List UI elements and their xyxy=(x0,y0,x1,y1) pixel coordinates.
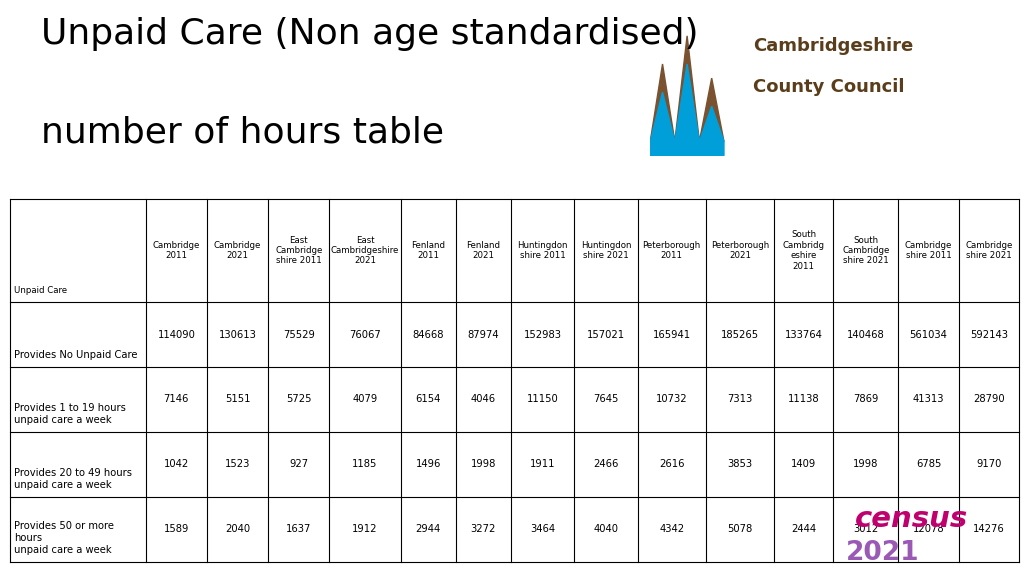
Text: 130613: 130613 xyxy=(218,329,256,340)
Text: Unpaid Care: Unpaid Care xyxy=(14,286,68,295)
Text: 1912: 1912 xyxy=(352,524,378,534)
Text: Cambridge
shire 2011: Cambridge shire 2011 xyxy=(905,241,952,260)
Text: Huntingdon
shire 2011: Huntingdon shire 2011 xyxy=(517,241,568,260)
Text: 561034: 561034 xyxy=(909,329,947,340)
Text: census: census xyxy=(855,505,969,533)
Text: Provides 1 to 19 hours
unpaid care a week: Provides 1 to 19 hours unpaid care a wee… xyxy=(14,403,126,425)
Text: Unpaid Care (Non age standardised): Unpaid Care (Non age standardised) xyxy=(41,17,698,51)
Text: 2616: 2616 xyxy=(658,459,684,469)
Text: 2444: 2444 xyxy=(792,524,816,534)
Text: Provides 50 or more
hours
unpaid care a week: Provides 50 or more hours unpaid care a … xyxy=(14,521,115,555)
Text: 6154: 6154 xyxy=(416,395,441,404)
Text: 87974: 87974 xyxy=(468,329,500,340)
Text: 3464: 3464 xyxy=(530,524,555,534)
Text: Peterborough
2021: Peterborough 2021 xyxy=(711,241,769,260)
Text: 3012: 3012 xyxy=(853,524,879,534)
Text: South
Cambridg
eshire
2011: South Cambridg eshire 2011 xyxy=(782,230,824,271)
Text: South
Cambridge
shire 2021: South Cambridge shire 2021 xyxy=(842,236,890,266)
Text: 2944: 2944 xyxy=(416,524,441,534)
Text: 1589: 1589 xyxy=(164,524,189,534)
Text: 7146: 7146 xyxy=(164,395,189,404)
Text: 592143: 592143 xyxy=(970,329,1008,340)
Text: Peterborough
2011: Peterborough 2011 xyxy=(642,241,700,260)
Text: 5078: 5078 xyxy=(727,524,753,534)
Text: 75529: 75529 xyxy=(283,329,314,340)
Text: 14276: 14276 xyxy=(973,524,1005,534)
Text: 114090: 114090 xyxy=(158,329,196,340)
Text: Fenland
2021: Fenland 2021 xyxy=(467,241,501,260)
Text: 7645: 7645 xyxy=(593,395,618,404)
Text: 133764: 133764 xyxy=(784,329,822,340)
Text: 7869: 7869 xyxy=(853,395,879,404)
Text: 10732: 10732 xyxy=(655,395,687,404)
Text: 1409: 1409 xyxy=(791,459,816,469)
Text: 28790: 28790 xyxy=(973,395,1005,404)
Text: East
Cambridge
shire 2011: East Cambridge shire 2011 xyxy=(275,236,323,266)
Text: Provides No Unpaid Care: Provides No Unpaid Care xyxy=(14,350,138,360)
Text: 1185: 1185 xyxy=(352,459,378,469)
Text: 41313: 41313 xyxy=(912,395,944,404)
Text: 5725: 5725 xyxy=(286,395,311,404)
Text: Huntingdon
shire 2021: Huntingdon shire 2021 xyxy=(581,241,631,260)
Text: Cambridge
2021: Cambridge 2021 xyxy=(214,241,261,260)
Text: 2466: 2466 xyxy=(593,459,618,469)
Text: 165941: 165941 xyxy=(652,329,691,340)
Text: 4040: 4040 xyxy=(593,524,618,534)
Text: 6785: 6785 xyxy=(915,459,941,469)
Text: 152983: 152983 xyxy=(523,329,561,340)
Text: number of hours table: number of hours table xyxy=(41,115,444,149)
Text: County Council: County Council xyxy=(753,78,904,96)
Text: 11138: 11138 xyxy=(787,395,819,404)
Text: 1042: 1042 xyxy=(164,459,189,469)
Text: Cambridge
shire 2021: Cambridge shire 2021 xyxy=(965,241,1013,260)
Text: 2021: 2021 xyxy=(846,540,920,566)
Text: 1998: 1998 xyxy=(853,459,879,469)
Text: Fenland
2011: Fenland 2011 xyxy=(412,241,445,260)
Text: 3272: 3272 xyxy=(471,524,497,534)
Text: 1998: 1998 xyxy=(471,459,497,469)
Polygon shape xyxy=(650,64,724,156)
Text: 11150: 11150 xyxy=(526,395,558,404)
Text: 12078: 12078 xyxy=(912,524,944,534)
Text: Provides 20 to 49 hours
unpaid care a week: Provides 20 to 49 hours unpaid care a we… xyxy=(14,468,132,490)
Polygon shape xyxy=(650,36,724,142)
Text: 3853: 3853 xyxy=(727,459,753,469)
Text: 7313: 7313 xyxy=(727,395,753,404)
Text: 4342: 4342 xyxy=(659,524,684,534)
Text: East
Cambridgeshire
2021: East Cambridgeshire 2021 xyxy=(331,236,399,266)
Text: 2040: 2040 xyxy=(225,524,250,534)
Text: 84668: 84668 xyxy=(413,329,444,340)
Text: 927: 927 xyxy=(289,459,308,469)
Text: 1911: 1911 xyxy=(529,459,555,469)
Text: 157021: 157021 xyxy=(587,329,625,340)
Text: 140468: 140468 xyxy=(847,329,885,340)
Text: 4079: 4079 xyxy=(352,395,378,404)
Text: Cambridgeshire: Cambridgeshire xyxy=(753,37,912,55)
Text: 5151: 5151 xyxy=(225,395,250,404)
Text: 1637: 1637 xyxy=(286,524,311,534)
Text: 1496: 1496 xyxy=(416,459,441,469)
Text: 9170: 9170 xyxy=(976,459,1001,469)
Text: 1523: 1523 xyxy=(225,459,250,469)
Text: Cambridge
2011: Cambridge 2011 xyxy=(153,241,200,260)
Text: 4046: 4046 xyxy=(471,395,496,404)
Text: 185265: 185265 xyxy=(721,329,759,340)
Text: 76067: 76067 xyxy=(349,329,381,340)
